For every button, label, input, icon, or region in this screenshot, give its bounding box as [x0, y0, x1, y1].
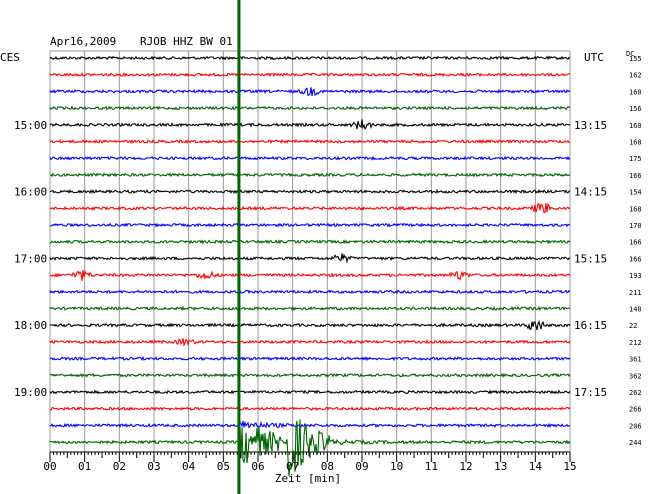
dc-offset-label: 193 — [629, 272, 642, 280]
x-tick-label: 10 — [390, 460, 403, 473]
dc-offset-label: 22 — [629, 322, 637, 330]
x-tick-label: 14 — [529, 460, 543, 473]
trace-row — [49, 138, 571, 145]
x-tick-label: 11 — [425, 460, 438, 473]
x-tick-label: 00 — [43, 460, 56, 473]
right-hour-label: 13:15 — [574, 119, 607, 132]
dc-offset-label: 212 — [629, 339, 642, 347]
seismogram-traces — [49, 55, 571, 477]
right-timezone-label: UTC — [584, 51, 604, 64]
trace-row — [49, 319, 571, 331]
left-hour-label: 18:00 — [14, 319, 47, 332]
x-tick-label: 02 — [113, 460, 126, 473]
dc-offset-label: 168 — [629, 205, 642, 213]
right-hour-label: 16:15 — [574, 319, 607, 332]
x-axis: 00 01 02 03 04 05 06 07 08 09 10 11 12 13 14 15 — [43, 452, 577, 473]
x-tick-label: 06 — [251, 460, 264, 473]
dc-offset-label: 206 — [629, 422, 642, 430]
trace-row — [49, 355, 571, 362]
trace-row — [49, 202, 571, 214]
dc-offset-label: 156 — [629, 105, 642, 113]
dc-offset-label: 244 — [629, 439, 642, 447]
x-axis-title: Zeit [min] — [275, 472, 341, 485]
dc-offset-label: 155 — [629, 55, 642, 63]
dc-offset-label: 175 — [629, 155, 642, 163]
trace-row — [49, 188, 571, 195]
trace-row — [49, 105, 571, 111]
x-tick-label: 03 — [147, 460, 160, 473]
dc-header-label: DC — [626, 50, 634, 58]
x-tick-label: 15 — [563, 460, 576, 473]
date-label: Apr16,2009 — [50, 35, 116, 48]
trace-row — [49, 155, 571, 161]
x-tick-label: 07 — [286, 460, 299, 473]
trace-row — [49, 55, 571, 61]
trace-row — [49, 253, 571, 264]
left-hour-label: 16:00 — [14, 186, 47, 199]
trace-row — [49, 71, 571, 78]
trace-row — [50, 222, 570, 228]
dc-offset-label: 166 — [629, 172, 642, 180]
dc-offset-label: 140 — [629, 306, 642, 314]
dc-offset-label: 162 — [629, 72, 642, 80]
dc-offset-label: 166 — [629, 239, 642, 247]
trace-row — [49, 338, 571, 347]
x-tick-label: 09 — [355, 460, 368, 473]
trace-row — [49, 305, 571, 312]
left-hour-label: 17:00 — [14, 252, 47, 265]
left-hour-label: 15:00 — [14, 119, 47, 132]
trace-row — [49, 172, 571, 178]
dc-offset-label: 160 — [629, 122, 642, 130]
trace-row — [49, 269, 571, 282]
dc-offset-label: 166 — [629, 255, 642, 263]
x-tick-label: 01 — [78, 460, 91, 473]
x-tick-label: 04 — [182, 460, 196, 473]
left-timezone-label: CES — [0, 51, 20, 64]
right-hour-label: 14:15 — [574, 186, 607, 199]
trace-row — [49, 289, 571, 295]
x-tick-label: 13 — [494, 460, 507, 473]
x-tick-label: 08 — [321, 460, 334, 473]
trace-row — [49, 87, 571, 97]
dc-offset-label: 362 — [629, 372, 642, 380]
dc-offset-label: 361 — [629, 356, 642, 364]
dc-offset-label: 262 — [629, 389, 642, 397]
dc-offset-label: 170 — [629, 222, 642, 230]
trace-row — [49, 389, 571, 395]
dc-offset-label: 211 — [629, 289, 642, 297]
left-hour-labels: 15:00 16:00 17:00 18:00 19:00 — [14, 119, 47, 399]
x-tick-label: 05 — [217, 460, 230, 473]
dc-offset-label: 160 — [629, 88, 642, 96]
right-hour-label: 17:15 — [574, 386, 607, 399]
dc-offset-label: 266 — [629, 406, 642, 414]
left-hour-label: 19:00 — [14, 386, 47, 399]
trace-row — [49, 239, 571, 245]
trace-row — [49, 119, 571, 130]
dc-offset-label: 154 — [629, 189, 642, 197]
dc-offset-labels: 155 162 160 156 160 168 175 166 154 168 170 166 166 1… — [629, 55, 642, 447]
trace-row — [49, 406, 571, 412]
station-label: RJOB HHZ BW 01 — [140, 35, 233, 48]
right-hour-labels: 13:15 14:15 15:15 16:15 17:15 — [574, 119, 607, 399]
trace-row — [49, 419, 571, 429]
trace-row — [49, 372, 571, 379]
right-hour-label: 15:15 — [574, 252, 607, 265]
trace-row — [49, 419, 571, 477]
dc-offset-label: 168 — [629, 139, 642, 147]
x-tick-label: 12 — [459, 460, 472, 473]
